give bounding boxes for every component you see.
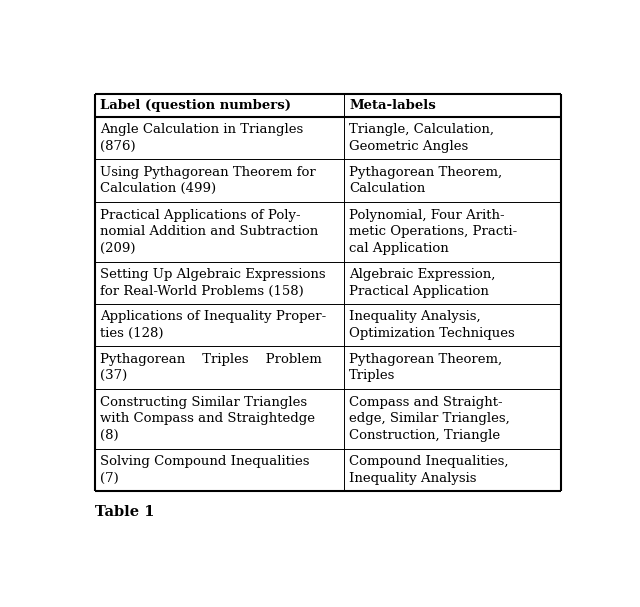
Text: Label (question numbers): Label (question numbers)	[100, 99, 291, 112]
Text: Solving Compound Inequalities
(7): Solving Compound Inequalities (7)	[100, 455, 309, 485]
Text: Pythagorean Theorem,
Calculation: Pythagorean Theorem, Calculation	[349, 166, 502, 195]
Text: Compass and Straight-
edge, Similar Triangles,
Construction, Triangle: Compass and Straight- edge, Similar Tria…	[349, 396, 510, 442]
Text: Setting Up Algebraic Expressions
for Real-World Problems (158): Setting Up Algebraic Expressions for Rea…	[100, 268, 326, 297]
Text: Inequality Analysis,
Optimization Techniques: Inequality Analysis, Optimization Techni…	[349, 310, 515, 340]
Text: Compound Inequalities,
Inequality Analysis: Compound Inequalities, Inequality Analys…	[349, 455, 509, 485]
Text: Table 1: Table 1	[95, 505, 154, 519]
Text: Pythagorean Theorem,
Triples: Pythagorean Theorem, Triples	[349, 353, 502, 382]
Text: Pythagorean    Triples    Problem
(37): Pythagorean Triples Problem (37)	[100, 353, 321, 382]
Text: Constructing Similar Triangles
with Compass and Straightedge
(8): Constructing Similar Triangles with Comp…	[100, 396, 315, 442]
Text: Applications of Inequality Proper-
ties (128): Applications of Inequality Proper- ties …	[100, 310, 326, 340]
Text: Practical Applications of Poly-
nomial Addition and Subtraction
(209): Practical Applications of Poly- nomial A…	[100, 209, 318, 254]
Text: Meta-labels: Meta-labels	[349, 99, 436, 112]
Text: Angle Calculation in Triangles
(876): Angle Calculation in Triangles (876)	[100, 123, 303, 153]
Text: Triangle, Calculation,
Geometric Angles: Triangle, Calculation, Geometric Angles	[349, 123, 494, 153]
Text: Polynomial, Four Arith-
metic Operations, Practi-
cal Application: Polynomial, Four Arith- metic Operations…	[349, 209, 518, 254]
Text: Using Pythagorean Theorem for
Calculation (499): Using Pythagorean Theorem for Calculatio…	[100, 166, 316, 195]
Text: Algebraic Expression,
Practical Application: Algebraic Expression, Practical Applicat…	[349, 268, 495, 297]
